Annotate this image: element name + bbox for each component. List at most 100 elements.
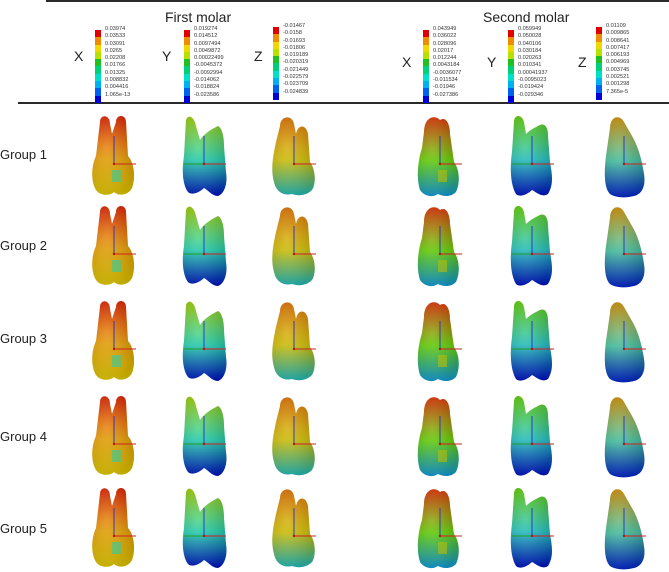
tooth-icon (510, 301, 554, 381)
color-swatch (596, 34, 602, 42)
header-rule (18, 102, 669, 104)
tooth-model-second-molar-x (408, 112, 472, 200)
legend-value: 0.0097494 (194, 40, 221, 47)
tooth-icon (604, 397, 646, 478)
tooth-icon (92, 116, 136, 195)
tooth-icon (92, 396, 136, 475)
coordinate-axes-icon (184, 321, 226, 351)
color-swatch (423, 51, 429, 60)
coordinate-axes-icon (512, 136, 554, 166)
tooth-model-first-molar-y (172, 202, 236, 290)
legend-value: 0.002521 (606, 74, 630, 81)
color-scale-bar (423, 30, 429, 103)
coordinate-axes-icon (112, 321, 136, 351)
legend-value: 0.001298 (606, 81, 630, 88)
tooth-model-first-molar-y (172, 297, 236, 385)
legend-value: 0.036022 (433, 33, 457, 40)
legend-value: 0.004416 (105, 84, 129, 91)
legend-value: -0.01467 (283, 23, 306, 29)
legend-value: 0.004969 (606, 59, 630, 66)
legend-value: 0.008641 (606, 37, 630, 44)
color-swatch (273, 63, 279, 71)
color-scale-bar (508, 30, 514, 103)
axis-label-y: Y (162, 48, 172, 64)
coordinate-axes-icon (292, 321, 316, 351)
coordinate-axes-icon (622, 416, 646, 446)
tooth-model-second-molar-x (408, 297, 472, 385)
tooth-model-second-molar-y (500, 202, 564, 290)
color-swatch (184, 81, 190, 89)
color-swatch (95, 51, 101, 60)
tooth-model-second-molar-z (592, 297, 656, 385)
legend-value: 0.01325 (105, 69, 126, 76)
color-swatch (273, 70, 279, 79)
legend-value: -0.0045372 (194, 62, 223, 69)
tooth-icon (272, 207, 316, 286)
color-swatch (508, 30, 514, 38)
legend-value: -0.01693 (283, 37, 306, 44)
tooth-icon (604, 489, 646, 570)
tooth-model-second-molar-y (500, 484, 564, 572)
color-swatch (273, 41, 279, 49)
color-swatch (184, 95, 190, 103)
tooth-model-first-molar-z (262, 202, 326, 290)
tooth-icon (417, 489, 462, 569)
color-scale-bar (95, 30, 101, 103)
axis-label-x: X (402, 54, 412, 70)
color-swatch (273, 78, 279, 86)
tooth-model-second-molar-y (500, 112, 564, 200)
legend-value: 0.0265 (105, 47, 123, 54)
color-swatch (423, 95, 429, 103)
coordinate-axes-icon (622, 508, 646, 538)
color-swatch (184, 88, 190, 96)
coordinate-axes-icon (438, 416, 462, 446)
tooth-model-second-molar-x (408, 202, 472, 290)
legend-value: -0.011534 (433, 77, 458, 84)
tooth-icon (92, 206, 136, 285)
tooth-model-second-molar-z (592, 202, 656, 290)
legend-values: 0.01109 0.009865 0.008641 0.007417 0.006193 0… (606, 23, 629, 96)
coordinate-axes-icon (622, 136, 646, 166)
color-swatch (423, 30, 429, 38)
color-swatch (508, 66, 514, 74)
coordinate-axes-icon (184, 136, 226, 166)
coordinate-axes-icon (292, 136, 316, 166)
tooth-icon (510, 206, 554, 286)
coordinate-axes-icon (184, 226, 226, 256)
color-swatch (508, 44, 514, 52)
color-swatch (596, 70, 602, 79)
coordinate-axes-icon (292, 226, 316, 256)
tooth-icon (510, 116, 554, 196)
tooth-icon (417, 117, 462, 197)
axis-label-z: Z (578, 54, 587, 70)
color-swatch (184, 73, 190, 82)
legend-value: -0.01806 (283, 44, 306, 51)
tooth-icon (92, 488, 136, 567)
legend-value: -0.027386 (433, 91, 459, 98)
tooth-model-first-molar-z (262, 112, 326, 200)
legend-value: -0.01946 (433, 84, 456, 91)
coordinate-axes-icon (112, 226, 136, 256)
color-swatch (596, 41, 602, 49)
legend-value: 0.01766 (105, 62, 126, 69)
legend-value: 0.008832 (105, 77, 129, 84)
legend-values: 0.059949 0.050028 0.040106 0.030184 0.020263… (518, 26, 548, 99)
group-label: Group 1 (0, 147, 47, 162)
tooth-model-first-molar-x (82, 112, 146, 200)
tooth-icon (510, 488, 554, 568)
tooth-icon (417, 207, 462, 287)
tooth-model-first-molar-x (82, 484, 146, 572)
tooth-icon (272, 302, 316, 381)
color-swatch (95, 30, 101, 38)
tooth-model-second-molar-z (592, 392, 656, 480)
legend-value: 0.007417 (606, 44, 630, 51)
legend-value: -0.0095023 (518, 77, 547, 84)
legend-value: -0.0092994 (194, 69, 223, 76)
tooth-icon (604, 117, 646, 198)
coordinate-axes-icon (512, 321, 554, 351)
color-swatch (423, 59, 429, 67)
legend-value: 0.0049872 (194, 47, 221, 54)
tooth-icon (510, 396, 554, 476)
legend-value: 0.01109 (606, 23, 626, 29)
coordinate-axes-icon (622, 226, 646, 256)
